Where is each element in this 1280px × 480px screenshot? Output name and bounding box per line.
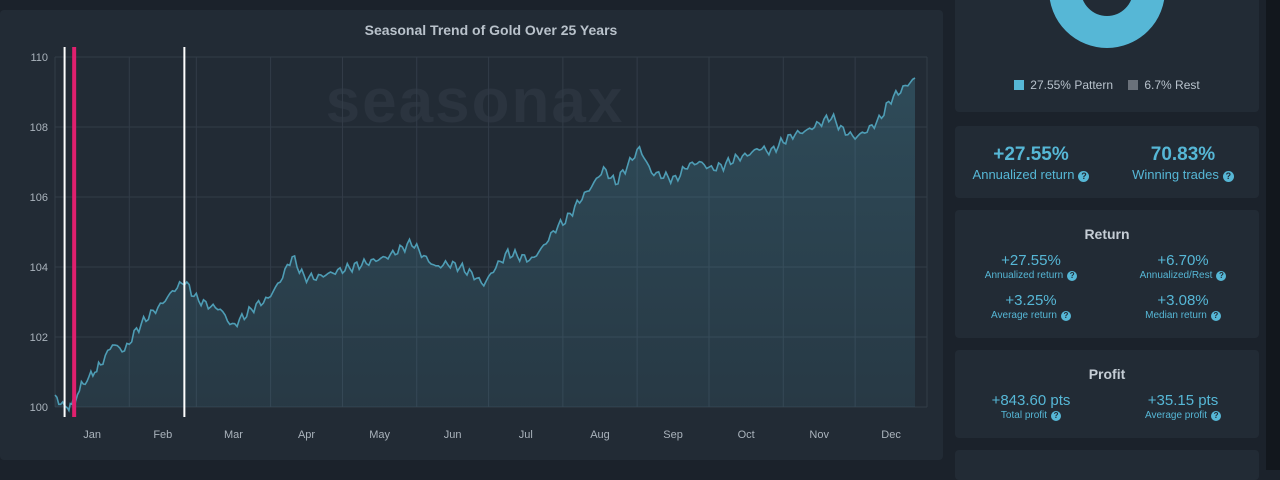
series-area — [55, 78, 915, 411]
return-panel: Return +27.55% Annualized return? +6.70%… — [955, 210, 1259, 338]
series-line — [54, 77, 916, 413]
help-icon[interactable]: ? — [1211, 411, 1222, 421]
y-tick-label: 106 — [30, 192, 48, 204]
winning-trades-stat: 70.83% Winning trades? — [1107, 144, 1259, 182]
rest-swatch — [1128, 80, 1139, 90]
y-tick-label: 102 — [30, 332, 48, 344]
x-tick-label: Jan — [83, 429, 101, 441]
y-tick-label: 104 — [30, 262, 48, 274]
next-panel — [955, 450, 1259, 480]
y-tick-label: 108 — [30, 122, 48, 134]
return-stat: +27.55% Annualized return? — [955, 252, 1107, 281]
donut-panel: 27.55% Pattern 6.7% Rest — [955, 0, 1259, 112]
donut-legend: 27.55% Pattern 6.7% Rest — [955, 78, 1259, 92]
chart-panel: Seasonal Trend of Gold Over 25 Years seas… — [0, 10, 943, 460]
winning-trades-label: Winning trades — [1132, 167, 1219, 182]
return-label: Average return — [991, 310, 1057, 321]
return-value: +3.08% — [1157, 292, 1209, 309]
return-title: Return — [1084, 226, 1130, 242]
legend-rest[interactable]: 6.7% Rest — [1128, 78, 1200, 92]
seasonal-chart[interactable]: Seasonal Trend of Gold Over 25 Years seas… — [0, 10, 943, 460]
x-tick-label: Jul — [519, 429, 533, 441]
help-icon[interactable]: ? — [1216, 271, 1227, 281]
y-tick-label: 100 — [30, 402, 48, 414]
x-tick-label: Nov — [809, 429, 829, 441]
profit-title: Profit — [1088, 366, 1126, 382]
legend-pattern[interactable]: 27.55% Pattern — [1014, 78, 1113, 92]
profit-stat: +35.15 pts Average profit? — [1107, 392, 1259, 421]
x-tick-label: Feb — [153, 429, 172, 441]
return-value: +6.70% — [1157, 252, 1209, 269]
x-tick-label: Apr — [298, 429, 315, 441]
profit-value: +843.60 pts — [991, 392, 1071, 409]
help-icon[interactable]: ? — [1222, 171, 1234, 182]
return-label: Annualized/Rest — [1139, 270, 1213, 281]
x-tick-label: Mar — [224, 429, 243, 441]
pattern-swatch — [1014, 80, 1025, 90]
legend-pattern-label: 27.55% Pattern — [1030, 78, 1114, 92]
return-label: Annualized return — [984, 270, 1064, 281]
x-tick-label: Dec — [881, 429, 901, 441]
profit-label: Average profit — [1144, 410, 1208, 421]
return-value: +3.25% — [1005, 292, 1057, 309]
x-tick-label: Jun — [444, 429, 462, 441]
return-stat: +3.25% Average return? — [955, 292, 1107, 321]
headline-stats-panel: +27.55% Annualized return? 70.83% Winnin… — [955, 126, 1259, 198]
x-tick-label: Sep — [663, 429, 683, 441]
x-tick-label: May — [369, 429, 390, 441]
help-icon[interactable]: ? — [1067, 271, 1078, 281]
winning-trades-value: 70.83% — [1150, 144, 1216, 165]
profit-label: Total profit — [1000, 410, 1048, 421]
y-tick-label: 110 — [30, 52, 48, 64]
help-icon[interactable]: ? — [1210, 311, 1221, 321]
window-edge — [1266, 0, 1280, 470]
pattern-donut-chart — [1049, 0, 1165, 48]
chart-title: Seasonal Trend of Gold Over 25 Years — [365, 22, 618, 38]
x-tick-label: Oct — [738, 429, 755, 441]
help-icon[interactable]: ? — [1078, 171, 1090, 182]
return-value: +27.55% — [1001, 252, 1061, 269]
profit-panel: Profit +843.60 pts Total profit? +35.15 … — [955, 350, 1259, 438]
profit-stat: +843.60 pts Total profit? — [955, 392, 1107, 421]
help-icon[interactable]: ? — [1051, 411, 1062, 421]
help-icon[interactable]: ? — [1060, 311, 1071, 321]
return-stat: +3.08% Median return? — [1107, 292, 1259, 321]
profit-value: +35.15 pts — [1147, 392, 1219, 409]
return-label: Median return — [1145, 310, 1207, 321]
annualized-return-label: Annualized return — [972, 167, 1075, 182]
donut-pattern-ring — [1049, 0, 1165, 48]
watermark: seasonax — [326, 67, 625, 136]
legend-rest-label: 6.7% Rest — [1144, 78, 1200, 92]
return-stat: +6.70% Annualized/Rest? — [1107, 252, 1259, 281]
x-tick-label: Aug — [590, 429, 610, 441]
annualized-return-stat: +27.55% Annualized return? — [955, 144, 1107, 182]
annualized-return-value: +27.55% — [993, 144, 1069, 165]
